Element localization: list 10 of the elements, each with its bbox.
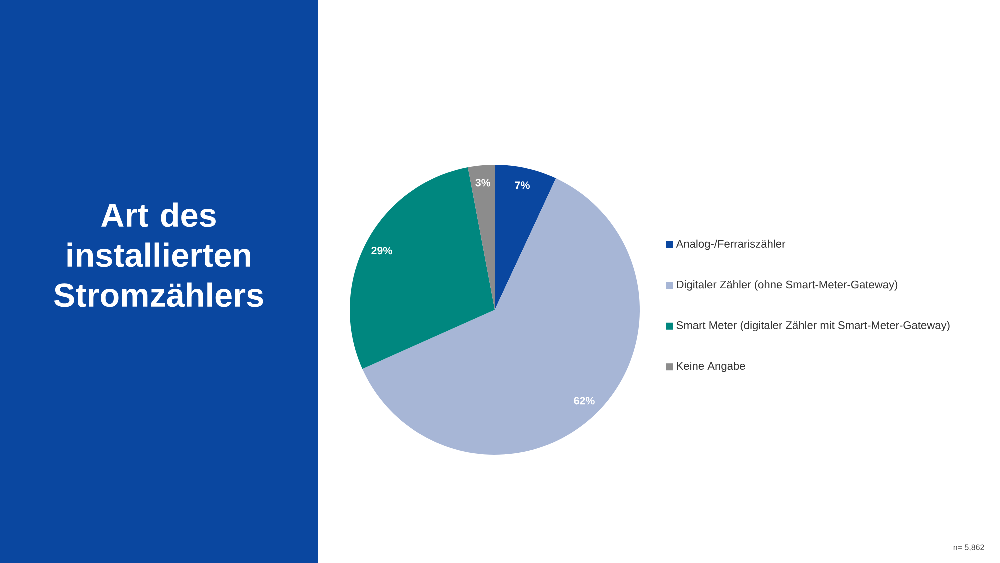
- data-label: 3%: [476, 179, 491, 187]
- legend-label: Analog-/Ferrariszähler: [676, 240, 786, 250]
- legend-label: Smart Meter (digitaler Zähler mit Smart-Meter-Gateway): [676, 321, 950, 332]
- data-label: 62%: [574, 397, 595, 405]
- legend-label: Digitaler Zähler (ohne Smart-Meter-Gateway): [677, 280, 898, 291]
- data-label: 29%: [372, 247, 392, 255]
- text: n= 5,862: [954, 544, 984, 552]
- legend-label: Keine Angabe: [677, 362, 746, 372]
- data-label: 7%: [515, 182, 530, 190]
- text: Art des installierten Stromzählers: [54, 202, 264, 308]
